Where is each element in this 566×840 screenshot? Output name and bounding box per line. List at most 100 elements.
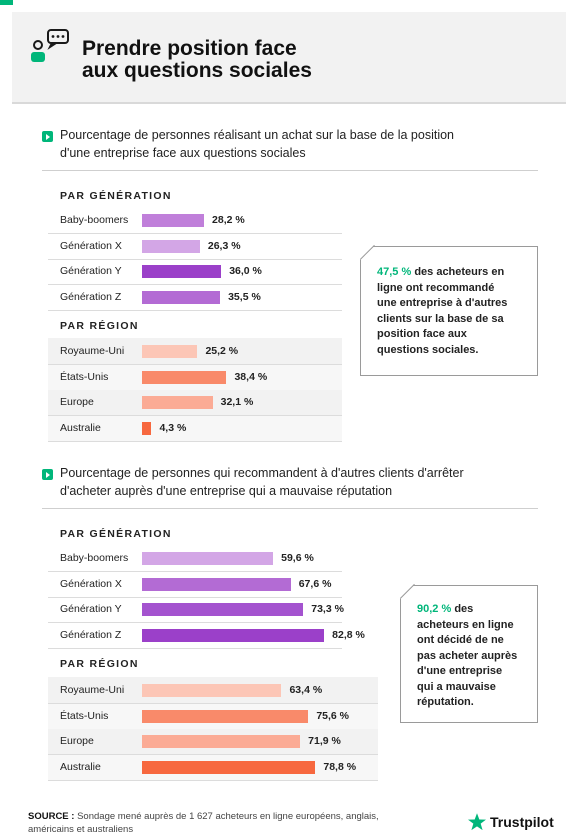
section2-question-line2: d'acheter auprès d'une entreprise qui a … [60, 484, 393, 498]
chart-row: Génération Z 82,8 % [48, 623, 365, 649]
chart-row: Génération X 67,6 % [48, 572, 342, 598]
section1-question: Pourcentage de personnes réalisant un ac… [60, 126, 530, 162]
chart-row: Royaume-Uni 25,2 % [48, 339, 342, 365]
value-label: 75,6 % [316, 709, 350, 722]
value-label: 78,8 % [323, 760, 357, 773]
chart-row: Baby-boomers 59,6 % [48, 546, 342, 572]
section2-callout-line: réputation. [417, 696, 474, 708]
category-label: Europe [60, 396, 94, 408]
value-label: 25,2 % [205, 345, 239, 357]
section2-callout-line: qui a mauvaise [417, 680, 496, 693]
chart-row: Europe 71,9 % [48, 729, 378, 755]
source-note: SOURCE : Sondage mené auprès de 1 627 ac… [28, 810, 388, 836]
chart-row: Génération X 26,3 % [48, 234, 342, 260]
page-title: Prendre position face aux questions soci… [82, 38, 312, 82]
category-label: Génération Z [60, 290, 122, 303]
category-label: Génération X [60, 577, 122, 590]
section2-callout-line: acheteurs en ligne [417, 618, 514, 631]
value-label: 38,4 % [234, 370, 268, 383]
category-label: Génération Z [60, 628, 122, 641]
value-label: 26,3 % [207, 239, 241, 252]
section1-callout: 47,5 % des acheteurs en ligne ont recomm… [360, 244, 538, 376]
header-banner: Prendre position face aux questions soci… [12, 12, 566, 104]
section2-callout: 90,2 % des acheteurs en ligne ont décidé… [400, 583, 538, 723]
category-label: États-Unis [60, 709, 109, 722]
category-label: Royaume-Uni [60, 684, 125, 696]
category-label: États-Unis [60, 370, 109, 383]
bar [142, 735, 301, 748]
source-label: SOURCE : [28, 811, 75, 822]
value-label: 82,8 % [332, 628, 365, 641]
person-speech-icon [31, 29, 69, 62]
bar [142, 345, 198, 358]
section2-callout-line: des [454, 603, 474, 615]
section1-question-line1: Pourcentage de personnes réalisant un ac… [60, 128, 455, 142]
chart-row: Europe 32,1 % [48, 390, 342, 416]
page-title-line2: aux questions sociales [82, 59, 312, 82]
section2-question: Pourcentage de personnes qui recommanden… [60, 464, 530, 500]
brand-name: Trustpilot [490, 814, 554, 830]
category-label: Baby-boomers [60, 552, 129, 564]
value-label: 73,3 % [311, 603, 344, 615]
section2-callout-pct: 90,2 % [417, 603, 452, 615]
bar [142, 577, 291, 591]
value-label: 36,0 % [229, 265, 262, 277]
section2-question-line1: Pourcentage de personnes qui recommanden… [60, 466, 464, 480]
bar [142, 603, 304, 616]
bar [142, 214, 205, 227]
value-label: 35,5 % [228, 290, 261, 303]
bar [142, 421, 152, 435]
section2-callout-line: ont décidé de ne [417, 634, 504, 646]
chart-row: États-Unis 75,6 % [48, 703, 378, 730]
section1-callout-line: une entreprise à d'autres [377, 297, 508, 309]
chart-row: Australie 78,8 % [48, 754, 378, 781]
section1-callout-line: clients sur la base de sa [377, 312, 504, 325]
category-label: Australie [60, 760, 101, 773]
bar [142, 290, 221, 304]
value-label: 4,3 % [159, 421, 187, 434]
value-label: 59,6 % [281, 552, 314, 564]
bar [142, 709, 309, 723]
section1-generation-title: PAR GÉNÉRATION [60, 190, 172, 202]
section2-callout-line: d'une entreprise [417, 665, 503, 677]
page-title-line1: Prendre position face [82, 37, 297, 60]
section1-callout-line: des acheteurs en [414, 266, 505, 278]
chart-row: Australie 4,3 % [48, 415, 342, 442]
category-label: Baby-boomers [60, 214, 129, 226]
category-label: Royaume-Uni [60, 345, 125, 357]
section2-divider [42, 508, 538, 509]
bar [142, 265, 222, 278]
section1-callout-line: position face aux [377, 328, 467, 340]
section1-callout-line: questions sociales. [377, 343, 479, 356]
category-label: Génération X [60, 239, 122, 252]
bar [142, 684, 282, 697]
chart-row: Baby-boomers 28,2 % [48, 208, 342, 234]
play-bullet-icon [42, 469, 53, 480]
source-text: Sondage mené auprès de 1 627 acheteurs e… [28, 811, 379, 835]
bar [142, 552, 274, 565]
section2-region-title: PAR RÉGION [60, 658, 139, 670]
trustpilot-logo: Trustpilot [467, 812, 554, 832]
play-bullet-icon [42, 131, 53, 142]
section1-divider [42, 170, 538, 171]
corner-accent [0, 0, 13, 5]
category-label: Génération Y [60, 265, 122, 277]
bar [142, 370, 227, 384]
value-label: 32,1 % [220, 396, 254, 408]
category-label: Europe [60, 735, 94, 747]
star-icon [468, 813, 486, 831]
section1-region-title: PAR RÉGION [60, 320, 139, 332]
section2-generation-title: PAR GÉNÉRATION [60, 528, 172, 540]
value-label: 67,6 % [298, 577, 332, 590]
bar [142, 628, 325, 642]
section2-callout-line: pas acheter auprès [417, 649, 518, 662]
value-label: 63,4 % [289, 684, 323, 696]
section1-callout-line: ligne ont recommandé [377, 281, 495, 294]
category-label: Génération Y [60, 603, 122, 615]
section1-callout-pct: 47,5 % [377, 266, 412, 278]
section1-question-line2: d'une entreprise face aux questions soci… [60, 146, 306, 160]
bar [142, 239, 200, 253]
bar [142, 396, 213, 409]
chart-row: Royaume-Uni 63,4 % [48, 678, 378, 704]
value-label: 28,2 % [212, 214, 245, 226]
